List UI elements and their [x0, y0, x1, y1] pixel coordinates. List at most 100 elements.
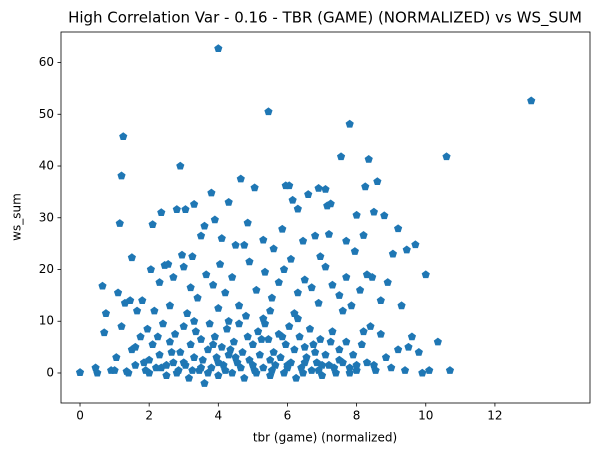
point	[286, 254, 296, 263]
point	[131, 360, 140, 369]
point	[158, 319, 168, 328]
point	[222, 324, 232, 333]
point	[380, 211, 389, 220]
point	[293, 314, 302, 323]
y-tick-label: 10	[39, 314, 54, 328]
point	[307, 283, 316, 292]
point	[298, 368, 308, 377]
point	[388, 249, 398, 258]
point	[243, 332, 252, 341]
y-tick-label: 50	[39, 107, 54, 121]
point	[188, 366, 197, 374]
point	[357, 340, 366, 349]
point	[267, 366, 276, 374]
point	[295, 332, 304, 341]
point	[171, 329, 180, 338]
point	[148, 340, 157, 349]
point	[120, 298, 130, 307]
y-tick-label: 20	[39, 262, 54, 276]
point	[124, 368, 133, 377]
point	[255, 350, 264, 359]
point	[207, 188, 216, 197]
point	[402, 245, 411, 254]
point	[278, 332, 287, 341]
point	[421, 270, 430, 279]
y-tick-label: 30	[39, 210, 54, 224]
point	[285, 322, 294, 330]
point	[321, 350, 330, 359]
point	[165, 301, 174, 310]
point	[150, 306, 159, 315]
point	[214, 371, 223, 380]
point	[248, 360, 257, 369]
point	[281, 340, 290, 349]
point	[228, 368, 237, 377]
point	[146, 265, 155, 273]
x-tick-label: 10	[418, 409, 433, 423]
point	[361, 182, 370, 191]
point	[414, 347, 423, 356]
point	[350, 247, 359, 255]
point	[243, 218, 252, 227]
point	[179, 262, 188, 271]
point	[226, 345, 235, 354]
point	[311, 347, 320, 356]
point	[359, 327, 368, 336]
point	[369, 207, 378, 216]
point	[330, 363, 339, 372]
point	[269, 244, 278, 253]
point	[292, 373, 301, 382]
point	[345, 368, 354, 377]
point	[248, 340, 257, 349]
point	[342, 337, 351, 346]
point	[290, 309, 299, 317]
point	[445, 366, 455, 374]
point	[234, 319, 244, 328]
point	[203, 345, 213, 354]
point	[276, 353, 285, 361]
point	[186, 283, 195, 292]
chart-title: High Correlation Var - 0.16 - TBR (GAME)…	[68, 9, 582, 28]
point	[214, 44, 223, 53]
point	[153, 332, 162, 341]
point	[335, 345, 344, 354]
point	[157, 208, 166, 217]
point	[264, 107, 273, 116]
point	[196, 363, 206, 372]
point	[245, 257, 254, 266]
point	[119, 132, 128, 140]
point	[345, 119, 354, 128]
point	[359, 231, 368, 239]
point	[300, 342, 309, 351]
point	[298, 236, 308, 245]
point	[376, 329, 385, 338]
point	[321, 262, 330, 271]
point	[373, 177, 382, 186]
point	[311, 231, 320, 240]
point	[257, 335, 266, 343]
point	[279, 265, 289, 273]
point	[326, 337, 335, 346]
point	[115, 219, 124, 227]
point	[172, 205, 181, 213]
point	[210, 332, 219, 341]
point	[305, 324, 315, 333]
point	[198, 355, 207, 364]
point	[101, 309, 111, 317]
point	[264, 335, 273, 343]
point	[221, 288, 230, 297]
point	[266, 306, 275, 315]
point	[200, 379, 209, 387]
point	[169, 272, 178, 281]
y-tick-label: 40	[39, 159, 54, 173]
point	[383, 278, 392, 286]
point	[397, 301, 406, 310]
point	[376, 296, 385, 305]
point	[141, 366, 150, 374]
point	[355, 285, 365, 294]
point	[145, 355, 154, 364]
point	[209, 280, 218, 289]
x-tick-label: 0	[76, 409, 84, 423]
point	[190, 353, 199, 361]
point	[345, 363, 354, 372]
